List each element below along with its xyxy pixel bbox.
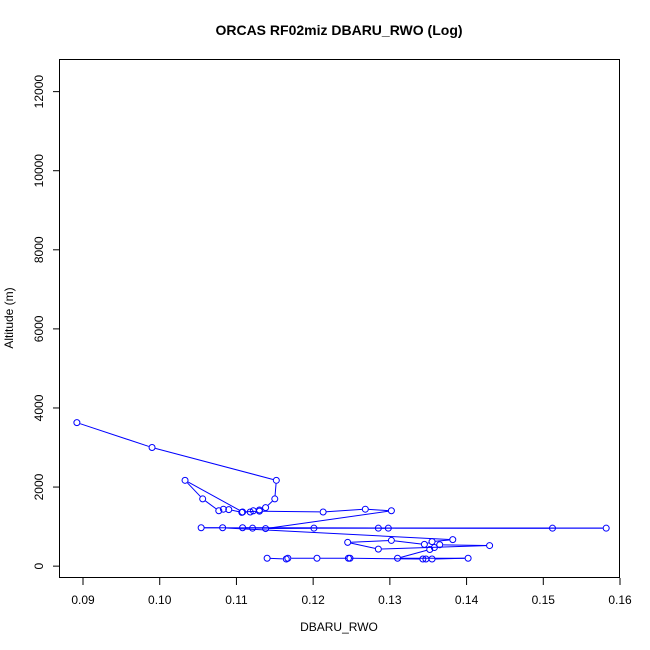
data-point: [422, 555, 430, 563]
data-point: [387, 507, 395, 515]
x-tick-label: 0.12: [301, 593, 325, 607]
series-segment: [205, 500, 217, 510]
series-segment: [351, 557, 420, 560]
series-segment: [231, 509, 239, 513]
series-segment: [435, 557, 465, 560]
series-segment: [274, 483, 277, 496]
series-segment: [225, 527, 450, 540]
data-point: [361, 505, 369, 513]
data-point: [428, 538, 436, 546]
series-segment: [262, 510, 320, 513]
data-point: [548, 524, 556, 532]
data-point: [602, 524, 610, 532]
x-tick-label: 0.13: [378, 593, 402, 607]
data-point: [271, 495, 279, 503]
series-segment: [443, 544, 487, 547]
data-point: [219, 505, 227, 513]
data-point: [374, 545, 382, 553]
x-tick-label: 0.10: [148, 593, 172, 607]
data-point: [246, 508, 254, 516]
data-point: [272, 476, 280, 484]
y-axis-label: Altitude (m): [2, 287, 16, 348]
series-segment: [351, 540, 389, 543]
series-segment: [400, 549, 427, 558]
data-point: [263, 554, 271, 562]
series-segment: [187, 481, 240, 511]
y-tick-label: 0: [32, 562, 46, 569]
data-point: [486, 542, 494, 550]
chart-title: ORCAS RF02miz DBARU_RWO (Log): [215, 22, 462, 38]
data-point: [249, 524, 257, 532]
series-segment: [268, 510, 389, 529]
y-tick-label: 12000: [32, 75, 46, 109]
data-point: [219, 524, 227, 532]
data-point: [346, 554, 354, 562]
y-tick-label: 4000: [32, 394, 46, 421]
series-segment: [435, 539, 450, 542]
data-series: [73, 419, 610, 563]
data-point: [319, 508, 327, 516]
series-segment: [270, 557, 283, 560]
data-point: [384, 524, 392, 532]
data-point: [436, 541, 444, 549]
data-point: [344, 538, 352, 546]
data-point: [313, 554, 321, 562]
series-segment: [326, 508, 362, 513]
y-tick-label: 10000: [32, 154, 46, 188]
data-point: [449, 536, 457, 544]
series-segment: [267, 500, 273, 506]
series-segment: [394, 540, 422, 545]
data-point: [464, 554, 472, 562]
data-point: [215, 507, 223, 515]
data-point: [426, 546, 434, 554]
data-point: [419, 555, 427, 563]
data-point: [262, 525, 270, 533]
data-point: [428, 555, 436, 563]
x-axis: 0.09 0.10 0.11 0.12 0.13 0.14 0.15 0.16: [71, 578, 632, 607]
series-segment: [155, 447, 274, 480]
x-tick-label: 0.14: [455, 593, 479, 607]
plot-frame: [59, 59, 620, 578]
y-axis: 0 2000 4000 6000 8000 10000 12000: [32, 75, 60, 569]
series-segment: [368, 508, 389, 512]
x-tick-label: 0.15: [532, 593, 556, 607]
data-point: [225, 506, 233, 514]
data-point: [239, 524, 247, 532]
y-tick-label: 6000: [32, 315, 46, 342]
x-tick-label: 0.16: [608, 593, 632, 607]
data-point: [282, 555, 290, 563]
data-point: [394, 554, 402, 562]
data-point: [255, 507, 263, 515]
data-point: [197, 524, 205, 532]
series-segment: [187, 482, 201, 497]
x-tick-label: 0.11: [225, 593, 248, 607]
data-point: [420, 540, 428, 548]
data-point: [199, 495, 207, 503]
series-segment: [381, 545, 487, 550]
data-point: [181, 476, 189, 484]
data-point: [262, 504, 270, 512]
data-point: [239, 508, 247, 516]
series-segment: [79, 423, 149, 447]
y-tick-label: 2000: [32, 473, 46, 500]
y-tick-label: 8000: [32, 236, 46, 263]
data-point: [430, 544, 438, 552]
x-axis-label: DBARU_RWO: [300, 620, 378, 634]
series-segment: [350, 542, 376, 549]
data-point: [310, 524, 318, 532]
data-point: [374, 524, 382, 532]
data-point: [73, 419, 81, 427]
data-point: [387, 536, 395, 544]
data-point: [148, 444, 156, 452]
x-tick-label: 0.09: [71, 593, 95, 607]
